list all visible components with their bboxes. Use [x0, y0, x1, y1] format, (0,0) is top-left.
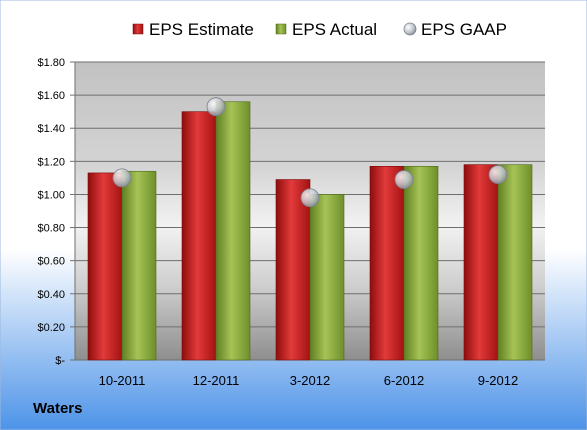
y-tick-label: $0.40	[37, 289, 65, 301]
y-tick-label: $1.20	[37, 156, 65, 168]
company-label: Waters	[33, 400, 83, 417]
y-tick-label: $1.80	[37, 57, 65, 69]
y-tick-label: $0.80	[37, 223, 65, 235]
bar-eps-actual-10-2011	[121, 170, 157, 361]
marker-eps-gaap-10-2011	[112, 168, 132, 188]
bar-eps-estimate-3-2012	[275, 179, 311, 361]
legend-label-eps-gaap: EPS GAAP	[421, 20, 507, 39]
bar-eps-actual-6-2012	[403, 166, 439, 361]
x-tick-label: 9-2012	[478, 373, 518, 388]
legend-item-eps-gaap: EPS GAAP	[403, 20, 507, 39]
x-tick-label: 6-2012	[384, 373, 424, 388]
y-tick-label: $0.20	[37, 322, 65, 334]
bar-eps-estimate-12-2011	[181, 111, 217, 361]
marker-eps-gaap-9-2012	[488, 165, 508, 184]
y-tick-label: $1.60	[37, 90, 65, 102]
x-tick-label: 10-2011	[99, 373, 146, 388]
x-tick-label: 12-2011	[193, 373, 240, 388]
legend-swatch-eps-estimate	[132, 23, 144, 35]
x-tick-label: 3-2012	[290, 373, 330, 388]
bar-eps-actual-9-2012	[497, 164, 533, 361]
marker-eps-gaap-3-2012	[300, 188, 320, 208]
bar-eps-actual-3-2012	[309, 194, 345, 361]
y-tick-label: $-	[55, 355, 65, 367]
marker-eps-gaap-6-2012	[394, 170, 414, 189]
legend-item-eps-actual: EPS Actual	[275, 20, 377, 39]
y-tick-label: $1.40	[37, 123, 65, 135]
legend-swatch-eps-gaap	[403, 22, 417, 36]
bar-eps-actual-12-2011	[215, 101, 251, 361]
bar-eps-estimate-10-2011	[87, 172, 123, 361]
bar-eps-estimate-6-2012	[369, 166, 405, 361]
y-tick-label: $1.00	[37, 189, 65, 201]
bar-eps-estimate-9-2012	[463, 164, 499, 361]
legend-label-eps-actual: EPS Actual	[292, 20, 377, 39]
legend-item-eps-estimate: EPS Estimate	[132, 20, 254, 39]
legend-label-eps-estimate: EPS Estimate	[149, 20, 254, 39]
marker-eps-gaap-12-2011	[206, 97, 226, 117]
legend-swatch-eps-actual	[275, 23, 287, 35]
y-tick-label: $0.60	[37, 256, 65, 268]
